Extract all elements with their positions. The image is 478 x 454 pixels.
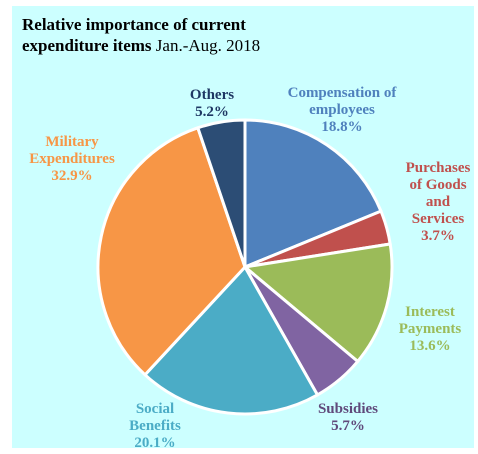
slice-name-line: Services bbox=[412, 211, 465, 227]
slice-name-line: Compensation of bbox=[288, 85, 398, 101]
pie-slice-compensation-of-employees bbox=[243, 118, 383, 269]
slice-label-others: Others 5.2% bbox=[190, 87, 234, 120]
pie-slice-military-expenditures bbox=[96, 126, 247, 377]
slice-name-line: of Goods bbox=[409, 177, 466, 193]
slice-percent-label: 20.1% bbox=[134, 435, 175, 451]
slice-percent-label: 13.6% bbox=[409, 338, 450, 354]
slice-percent-label: 5.2% bbox=[195, 104, 229, 120]
chart-title-line2: expenditure items bbox=[22, 36, 152, 55]
slice-label-interest-payments: Interest Payments 13.6% bbox=[399, 304, 462, 354]
chart-title-period: Jan.-Aug. 2018 bbox=[155, 36, 261, 55]
slice-name-line: Payments bbox=[399, 321, 462, 337]
slice-name-line: Purchases bbox=[406, 160, 471, 176]
slice-label-military-expenditures: Military Expenditures 32.9% bbox=[29, 134, 115, 184]
slice-name-line: and bbox=[426, 194, 451, 210]
slice-name-line: Military bbox=[45, 134, 99, 150]
slice-label-subsidies: Subsidies 5.7% bbox=[318, 401, 378, 434]
pie-slice-interest-payments bbox=[243, 242, 394, 363]
slice-label-social-benefits: Social Benefits 20.1% bbox=[129, 401, 181, 451]
slice-percent-label: 3.7% bbox=[421, 228, 455, 244]
chart-title: Relative importance of current expenditu… bbox=[22, 14, 260, 56]
slice-name-line: Interest bbox=[405, 304, 455, 320]
slice-percent-label: 5.7% bbox=[331, 418, 365, 434]
slice-percent-label: 32.9% bbox=[51, 168, 92, 184]
slice-name-line: employees bbox=[309, 102, 375, 118]
pie-labels: Compensation of employees 18.8%Purchases of… bbox=[29, 85, 470, 451]
slice-name-line: Subsidies bbox=[318, 401, 378, 417]
slice-name-line: Expenditures bbox=[29, 151, 115, 167]
slice-label-compensation-of-employees: Compensation of employees 18.8% bbox=[288, 85, 398, 135]
slice-label-purchases-of-goods-and-services: Purchases of Goods and Services 3.7% bbox=[406, 160, 471, 244]
chart-title-line1: Relative importance of current bbox=[22, 15, 246, 34]
slice-name-line: Social bbox=[136, 401, 174, 417]
pie-slice-social-benefits bbox=[143, 265, 319, 416]
slice-name-line: Benefits bbox=[129, 418, 181, 434]
pie-slices bbox=[96, 118, 394, 416]
slice-percent-label: 18.8% bbox=[321, 119, 362, 135]
slice-name-line: Others bbox=[190, 87, 234, 103]
pie-slice-others bbox=[196, 118, 247, 269]
